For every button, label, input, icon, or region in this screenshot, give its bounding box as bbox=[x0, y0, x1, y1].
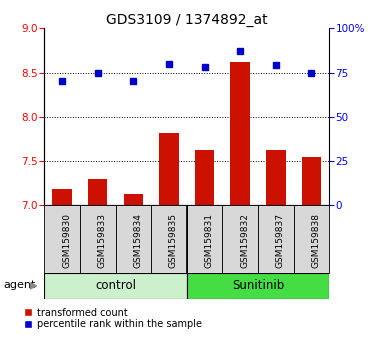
Text: GSM159834: GSM159834 bbox=[133, 213, 142, 268]
Bar bbox=[88, 179, 107, 205]
Bar bbox=[80, 205, 116, 273]
Text: Sunitinib: Sunitinib bbox=[232, 279, 284, 292]
Bar bbox=[124, 194, 143, 205]
Text: GSM159830: GSM159830 bbox=[62, 213, 71, 268]
Bar bbox=[44, 205, 80, 273]
Bar bbox=[116, 205, 151, 273]
Bar bbox=[187, 205, 223, 273]
Bar bbox=[301, 157, 321, 205]
Bar bbox=[151, 205, 187, 273]
Bar bbox=[187, 273, 329, 299]
Bar bbox=[52, 189, 72, 205]
Text: GSM159831: GSM159831 bbox=[204, 213, 214, 268]
Legend: transformed count, percentile rank within the sample: transformed count, percentile rank withi… bbox=[24, 308, 202, 330]
Bar bbox=[44, 273, 187, 299]
Bar bbox=[258, 205, 294, 273]
Bar bbox=[293, 205, 329, 273]
Text: GSM159837: GSM159837 bbox=[276, 213, 285, 268]
Bar bbox=[159, 133, 179, 205]
Text: GSM159838: GSM159838 bbox=[311, 213, 320, 268]
Bar bbox=[266, 150, 286, 205]
Bar bbox=[195, 150, 214, 205]
Text: GSM159833: GSM159833 bbox=[98, 213, 107, 268]
Text: GSM159835: GSM159835 bbox=[169, 213, 178, 268]
Text: agent: agent bbox=[3, 280, 36, 290]
Title: GDS3109 / 1374892_at: GDS3109 / 1374892_at bbox=[106, 13, 268, 27]
Bar bbox=[223, 205, 258, 273]
Text: GSM159832: GSM159832 bbox=[240, 213, 249, 268]
Text: control: control bbox=[95, 279, 136, 292]
Bar bbox=[230, 62, 250, 205]
